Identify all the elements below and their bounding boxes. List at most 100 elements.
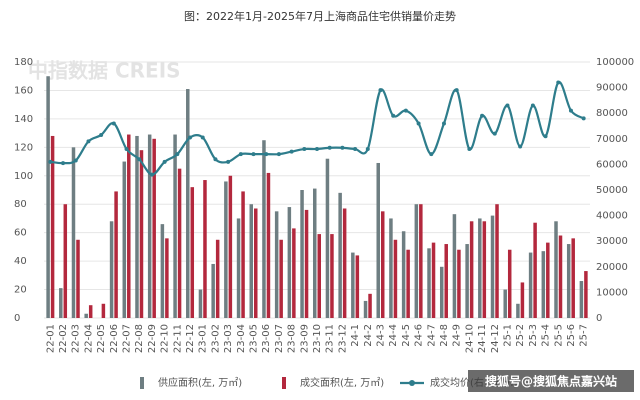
x-tick-label: 22-04 [83,324,94,353]
x-tick-label: 24-9 [452,324,463,347]
x-tick-label: 23-11 [325,324,336,353]
y2-tick-label: 60000 [596,159,628,170]
line-point [441,121,446,126]
line-point [99,132,104,137]
x-tick-label: 24-5 [401,324,412,347]
bar [457,249,461,318]
line-point [365,147,370,152]
line-point [149,172,154,177]
x-tick-label: 25-7 [579,324,590,347]
line-point [276,152,281,157]
line-point [416,121,421,126]
bar [186,89,190,319]
x-tick-label: 24-10 [464,324,475,353]
bar [520,282,525,318]
bar [533,222,537,318]
x-tick-label: 24-2 [363,324,374,347]
bar [139,150,144,318]
legend-swatch [140,377,144,389]
line-point [480,113,485,118]
bar [516,303,520,318]
line-point [378,88,383,93]
bar [152,138,156,318]
bar [363,300,368,318]
bar [224,181,228,318]
y-tick-label: 140 [14,114,33,125]
bar [114,191,118,318]
bar [427,248,431,318]
line-point [454,88,459,93]
bar [190,187,195,318]
bar [444,244,448,318]
bar [262,140,266,318]
bar [368,293,372,318]
line-point [238,152,243,157]
bar [317,234,321,318]
bar [63,204,68,318]
bar [215,239,220,318]
x-tick-label: 23-08 [287,324,298,353]
bar [76,239,80,318]
y2-tick-label: 80000 [596,108,628,119]
x-tick-label: 25-6 [566,324,577,347]
line-point [264,152,269,157]
x-tick-label: 24-3 [375,324,386,347]
bar [342,208,347,318]
line-point [530,103,535,108]
bar [528,252,533,318]
bar [249,204,254,318]
line-point [200,135,205,140]
chart-title: 图：2022年1月-2025年7月上海商品住宅供销量价走势 [184,9,456,23]
line-point [518,144,523,149]
bar [503,289,507,318]
y2-tick-label: 70000 [596,134,628,145]
bar [254,208,258,318]
line-point [403,108,408,113]
x-tick-label: 24-7 [426,324,437,347]
bar [109,221,114,318]
x-tick-label: 22-07 [122,324,133,353]
bar [571,238,575,318]
line-point [111,121,116,126]
line-point [188,135,193,140]
bar [338,192,342,318]
bar [228,175,233,318]
y2-tick-label: 100000 [596,57,634,68]
bar [101,303,106,318]
x-tick-label: 23-01 [198,324,209,353]
bar [71,147,76,318]
line-point [391,113,396,118]
x-tick-label: 24-8 [439,324,450,347]
y-tick-label: 100 [14,171,33,182]
line-point [251,152,256,157]
y-tick-label: 40 [14,256,27,267]
bar [380,211,385,318]
bar [304,209,309,318]
x-tick-label: 22-11 [172,324,183,353]
bar [241,191,245,318]
bar [46,76,50,318]
y-tick-label: 60 [14,228,27,239]
line-point [581,116,586,121]
bar [389,218,393,318]
x-tick-label: 22-08 [134,324,145,353]
x-tick-label: 23-05 [249,324,260,353]
y2-tick-label: 90000 [596,83,628,94]
legend-label: 成交面积(左, 万㎡) [300,376,384,389]
x-tick-label: 22-12 [185,324,196,353]
source-mark-bg [468,370,634,392]
bar [292,228,296,318]
bar [330,234,334,318]
bar [325,158,330,318]
line-point [327,145,332,150]
bar [313,188,317,318]
y2-tick-label: 30000 [596,236,628,247]
x-tick-label: 23-10 [312,324,323,353]
line-point [226,159,231,164]
bar [84,313,88,318]
bar [507,249,512,318]
bar [88,305,93,318]
x-tick-label: 22-05 [96,324,107,353]
line-point [505,103,510,108]
x-tick-label: 24-4 [388,324,399,347]
